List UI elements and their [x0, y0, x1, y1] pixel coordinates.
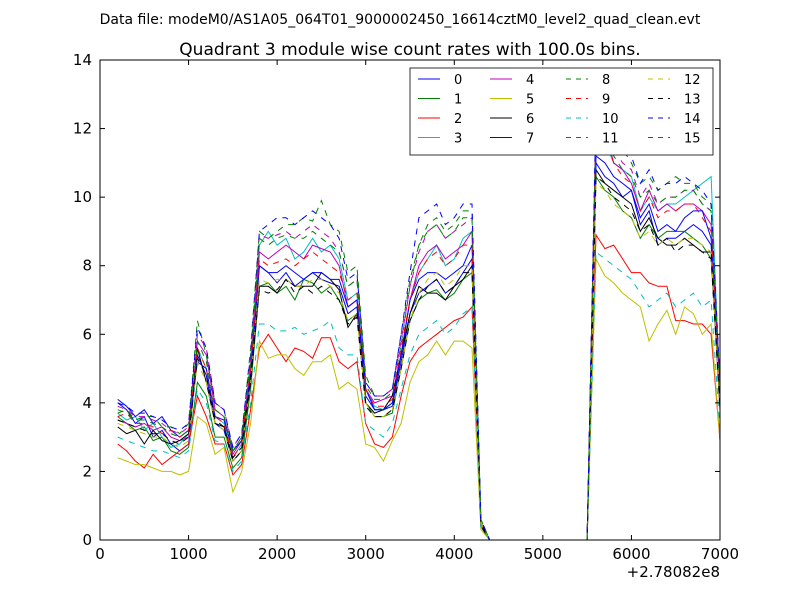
series-line-3 — [117, 134, 721, 541]
series-line-5 — [117, 256, 721, 541]
y-tick-label: 10 — [73, 188, 92, 206]
series-line-6 — [117, 168, 721, 541]
series-line-11 — [117, 113, 721, 541]
legend-label-0: 0 — [454, 73, 462, 88]
x-tick-label: 5000 — [524, 545, 562, 563]
x-tick-label: 4000 — [435, 545, 473, 563]
series-line-15 — [117, 120, 721, 541]
legend-label-8: 8 — [602, 73, 610, 88]
legend-label-10: 10 — [602, 112, 619, 127]
x-tick-label: 6000 — [612, 545, 650, 563]
legend-label-6: 6 — [526, 112, 534, 127]
legend-label-1: 1 — [454, 93, 462, 108]
y-tick-label: 6 — [82, 325, 92, 343]
x-tick-label: 1000 — [169, 545, 207, 563]
x-tick-label: 2000 — [258, 545, 296, 563]
legend-label-4: 4 — [526, 73, 534, 88]
y-tick-label: 2 — [82, 462, 92, 480]
series-line-9 — [117, 120, 721, 541]
series-line-13 — [117, 175, 721, 541]
legend-label-5: 5 — [526, 93, 534, 108]
legend-label-9: 9 — [602, 93, 610, 108]
legend-label-14: 14 — [684, 112, 701, 127]
y-tick-label: 4 — [82, 394, 92, 412]
series-line-7 — [117, 154, 721, 541]
plot-area — [117, 100, 721, 541]
legend-label-15: 15 — [684, 132, 701, 147]
legend-label-11: 11 — [602, 132, 619, 147]
series-line-2 — [117, 233, 721, 541]
y-tick-label: 8 — [82, 257, 92, 275]
series-line-4 — [117, 120, 721, 541]
series-line-10 — [117, 251, 721, 541]
axes-frame — [99, 59, 721, 541]
legend-label-12: 12 — [684, 73, 701, 88]
y-tick-label: 0 — [82, 531, 92, 549]
x-offset-label: +2.78082e8 — [627, 563, 720, 581]
legend-label-3: 3 — [454, 132, 462, 147]
series-line-8 — [117, 107, 721, 541]
legend-box — [409, 67, 714, 156]
y-tick-label: 12 — [73, 120, 92, 138]
y-tick-label: 14 — [73, 51, 92, 69]
series-line-12 — [117, 182, 721, 541]
chart-title: Quadrant 3 module wise count rates with … — [179, 40, 640, 60]
x-tick-label: 3000 — [347, 545, 385, 563]
legend-label-13: 13 — [684, 93, 701, 108]
legend-label-2: 2 — [454, 112, 462, 127]
x-tick-label: 0 — [95, 545, 105, 563]
legend-label-7: 7 — [526, 132, 534, 147]
series-line-14 — [117, 100, 721, 541]
x-tick-label: 7000 — [701, 545, 739, 563]
suptitle: Data file: modeM0/AS1A05_064T01_90000024… — [100, 12, 701, 28]
